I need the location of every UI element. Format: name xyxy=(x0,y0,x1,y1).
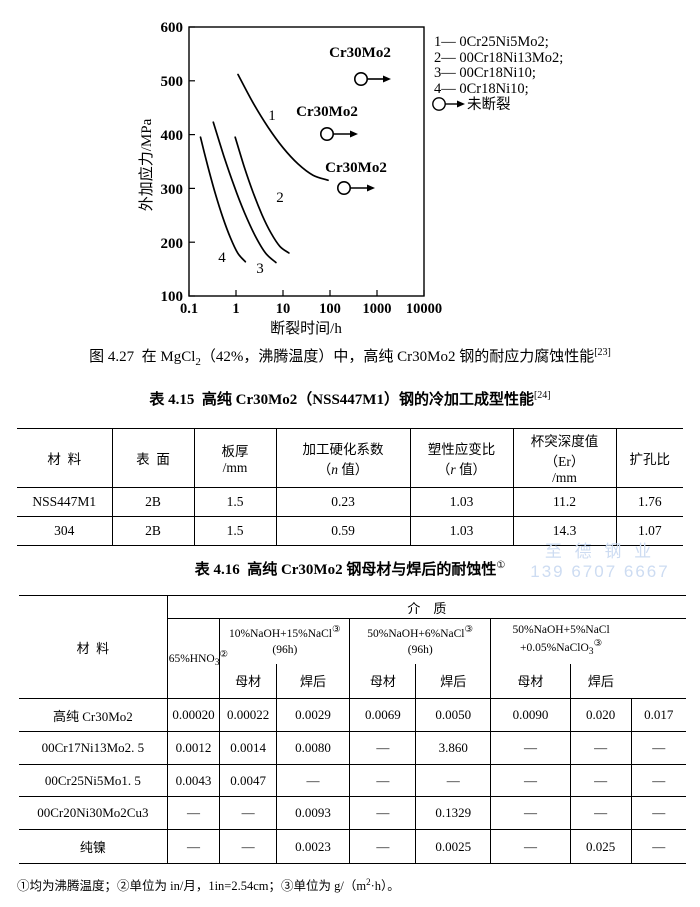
svg-text:10: 10 xyxy=(276,301,291,317)
svg-text:未断裂: 未断裂 xyxy=(467,96,511,113)
svg-text:1000: 1000 xyxy=(363,301,392,317)
svg-text:Cr30Mo2: Cr30Mo2 xyxy=(329,45,391,61)
svg-text:4— 0Cr18Ni10;: 4— 0Cr18Ni10; xyxy=(434,81,529,97)
svg-text:Cr30Mo2: Cr30Mo2 xyxy=(325,160,387,176)
svg-text:1: 1 xyxy=(268,108,276,124)
svg-text:300: 300 xyxy=(161,182,184,198)
svg-text:100: 100 xyxy=(319,301,341,317)
svg-text:0.1: 0.1 xyxy=(180,301,198,317)
svg-text:2— 00Cr18Ni13Mo2;: 2— 00Cr18Ni13Mo2; xyxy=(434,50,563,66)
svg-text:3— 00Cr18Ni10;: 3— 00Cr18Ni10; xyxy=(434,65,536,81)
svg-text:1: 1 xyxy=(232,301,239,317)
svg-text:200: 200 xyxy=(161,236,184,252)
svg-text:3: 3 xyxy=(256,261,264,277)
svg-text:2: 2 xyxy=(276,190,284,206)
svg-text:外加应力/MPa: 外加应力/MPa xyxy=(137,118,155,211)
svg-text:600: 600 xyxy=(161,20,184,36)
svg-text:400: 400 xyxy=(161,128,184,144)
svg-text:Cr30Mo2: Cr30Mo2 xyxy=(296,104,358,120)
svg-text:1— 0Cr25Ni5Mo2;: 1— 0Cr25Ni5Mo2; xyxy=(434,34,549,50)
svg-text:10000: 10000 xyxy=(406,301,442,317)
svg-text:4: 4 xyxy=(218,250,226,266)
svg-text:500: 500 xyxy=(161,74,184,90)
svg-text:断裂时间/h: 断裂时间/h xyxy=(270,320,342,337)
